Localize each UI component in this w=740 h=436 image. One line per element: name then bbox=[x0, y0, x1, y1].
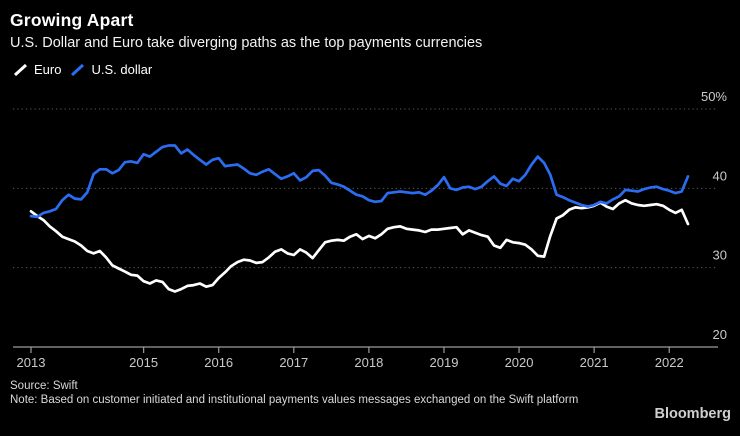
svg-text:40: 40 bbox=[713, 168, 727, 183]
chart-legend: Euro U.S. dollar bbox=[13, 62, 152, 77]
svg-text:2019: 2019 bbox=[430, 355, 459, 370]
svg-text:2020: 2020 bbox=[505, 355, 534, 370]
svg-text:2018: 2018 bbox=[354, 355, 383, 370]
usd-line bbox=[29, 144, 690, 219]
legend-item-euro: Euro bbox=[13, 62, 61, 77]
series-lines bbox=[29, 144, 690, 293]
chart-title: Growing Apart bbox=[10, 10, 134, 30]
usd-line-swatch-icon bbox=[71, 63, 85, 76]
chart-subtitle: U.S. Dollar and Euro take diverging path… bbox=[10, 35, 483, 51]
legend-label-usd: U.S. dollar bbox=[91, 62, 153, 77]
euro-line bbox=[29, 198, 690, 293]
legend-label-euro: Euro bbox=[34, 62, 62, 77]
note-text: Note: Based on customer initiated and in… bbox=[10, 394, 579, 406]
svg-text:2021: 2021 bbox=[580, 355, 609, 370]
axis-labels: 20 30 40 50% 2013 2015 2016 2017 2018 2019 2020 202… bbox=[17, 89, 728, 370]
bloomberg-logo: Bloomberg bbox=[654, 406, 731, 422]
source-text: Source: Swift bbox=[10, 380, 78, 392]
grid-lines bbox=[13, 108, 718, 269]
svg-text:2015: 2015 bbox=[129, 355, 158, 370]
svg-text:2017: 2017 bbox=[279, 355, 308, 370]
svg-text:2013: 2013 bbox=[17, 355, 46, 370]
svg-text:20: 20 bbox=[713, 327, 727, 342]
x-axis bbox=[13, 346, 718, 353]
euro-line-swatch-icon bbox=[13, 63, 28, 76]
svg-text:2016: 2016 bbox=[204, 355, 233, 370]
svg-text:30: 30 bbox=[713, 248, 727, 263]
legend-item-usd: U.S. dollar bbox=[70, 62, 152, 77]
svg-text:2022: 2022 bbox=[655, 355, 684, 370]
svg-text:50%: 50% bbox=[701, 89, 727, 104]
